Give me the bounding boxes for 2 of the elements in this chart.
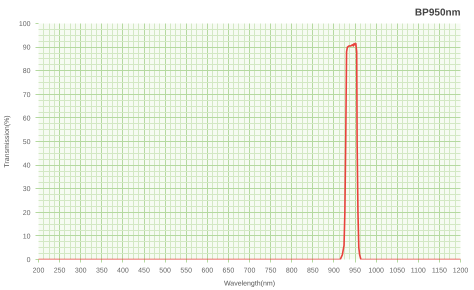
line-series bbox=[38, 42, 460, 260]
chart-title: BP950nm bbox=[414, 8, 461, 18]
